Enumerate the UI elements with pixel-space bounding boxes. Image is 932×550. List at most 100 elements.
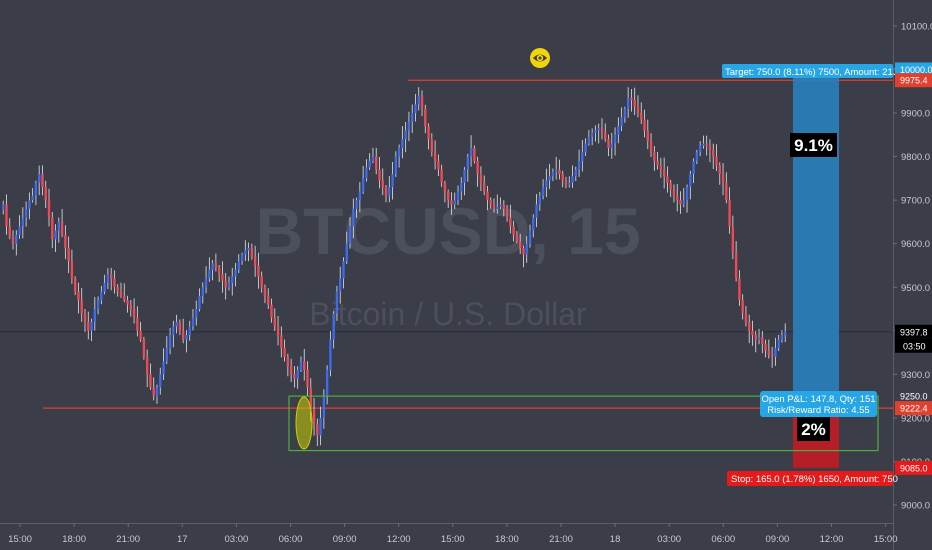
candle — [600, 118, 604, 140]
candle — [234, 263, 237, 287]
candle — [525, 236, 528, 263]
candle-body — [109, 274, 113, 279]
candle — [217, 264, 221, 282]
x-tick-label: 12:00 — [820, 534, 844, 545]
candle-body — [584, 143, 587, 153]
candle-body — [116, 287, 119, 292]
price-label-stop — [895, 460, 932, 475]
eye-icon[interactable] — [530, 48, 550, 68]
candle — [545, 168, 548, 198]
candle — [253, 245, 257, 277]
candle — [672, 184, 676, 203]
candle-body — [322, 396, 326, 418]
candle-body — [54, 230, 57, 240]
candle — [666, 166, 669, 193]
candle — [361, 165, 365, 195]
candle — [731, 215, 735, 260]
candle-body — [505, 208, 509, 218]
candle-body — [558, 169, 561, 175]
position-tool[interactable]: 9.1% 2% Target: 750.0 (8.11%) 7500, Amount… — [288, 64, 898, 486]
candle-body — [712, 150, 715, 157]
candle — [211, 259, 214, 281]
candle — [136, 306, 139, 337]
candle — [463, 167, 466, 196]
low-highlight[interactable] — [295, 396, 313, 450]
price-label-text-target: 10000.0 — [900, 65, 932, 75]
candle-body — [420, 95, 424, 109]
candle — [303, 348, 306, 381]
candle-body — [198, 295, 201, 310]
candle-body — [240, 254, 244, 262]
candle-body — [430, 139, 434, 153]
candle — [280, 326, 283, 358]
x-tick-label: 17 — [177, 534, 188, 545]
candle — [535, 193, 538, 228]
candles — [2, 87, 787, 447]
price-label-text-stop: 9085.0 — [900, 463, 928, 473]
candle-body — [329, 339, 332, 370]
candle — [669, 179, 672, 198]
candle-body — [119, 291, 123, 296]
candle — [515, 231, 519, 244]
candle-body — [319, 417, 322, 436]
candle — [502, 200, 506, 217]
candle — [453, 192, 456, 210]
candle-body — [482, 182, 486, 192]
candle-body — [538, 195, 542, 205]
candle — [705, 135, 708, 156]
candle — [57, 217, 61, 243]
candle — [574, 166, 577, 182]
countdown-badge — [895, 338, 932, 353]
candle-body — [731, 226, 735, 253]
candle-body — [162, 361, 165, 375]
candle-body — [293, 374, 296, 379]
candle — [276, 316, 280, 346]
candle — [721, 162, 725, 196]
x-tick-label: 12:00 — [387, 534, 411, 545]
candle-body — [83, 313, 87, 323]
target-zone[interactable] — [793, 69, 839, 397]
candle-body — [283, 348, 286, 357]
candle-body — [715, 156, 718, 166]
candle — [784, 323, 787, 343]
candle-body — [217, 267, 221, 275]
y-tick-label: 9900.0 — [901, 109, 930, 120]
y-tick-label: 9300.0 — [901, 370, 930, 381]
candle — [734, 241, 738, 282]
candle-body — [21, 217, 25, 227]
candle-body — [643, 119, 646, 131]
candle — [509, 204, 512, 234]
candle-body — [489, 200, 492, 205]
candle — [577, 149, 581, 177]
candle-body — [204, 278, 208, 288]
y-axis: 9000.09100.09200.09300.09400.09500.09600… — [893, 21, 932, 512]
candle — [201, 282, 204, 304]
entry-rectangle[interactable] — [288, 395, 879, 452]
candle — [139, 321, 142, 342]
candle-body — [784, 331, 787, 336]
candle-body — [358, 191, 362, 201]
candle — [685, 184, 689, 213]
candle-body — [60, 221, 64, 235]
x-tick-label: 09:00 — [766, 534, 790, 545]
candle — [168, 327, 172, 355]
candle — [512, 220, 515, 242]
candle — [119, 282, 123, 298]
x-tick-label: 03:00 — [657, 534, 681, 545]
candle — [394, 151, 398, 178]
candle-body — [463, 169, 466, 183]
candle — [44, 180, 47, 209]
candle — [155, 384, 159, 404]
candle — [568, 176, 571, 188]
candle — [584, 138, 587, 156]
candle-body — [384, 187, 388, 196]
candle — [607, 134, 610, 157]
candle — [64, 225, 67, 260]
candle-body — [276, 326, 280, 336]
candle-body — [692, 160, 695, 175]
candle — [414, 94, 417, 122]
candle-body — [24, 208, 28, 218]
candle — [548, 163, 551, 190]
candle — [365, 159, 368, 182]
